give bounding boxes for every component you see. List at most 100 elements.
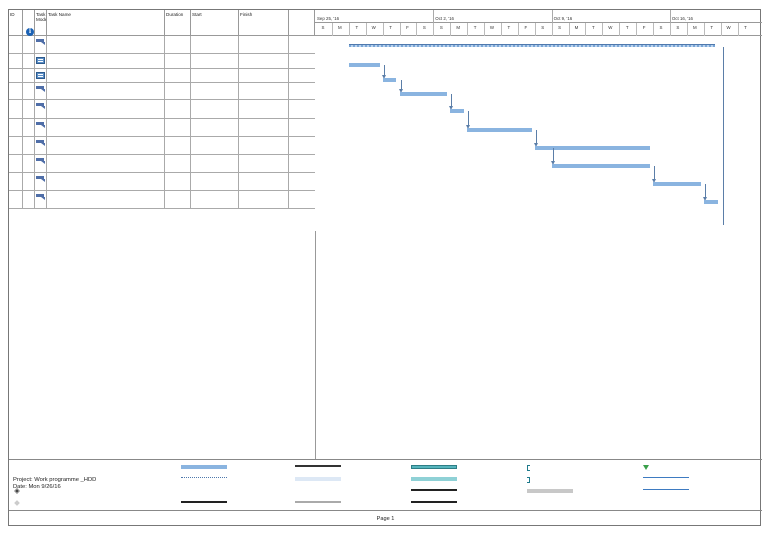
task-start[interactable] bbox=[191, 83, 239, 100]
column-header-finish[interactable]: Finish bbox=[239, 10, 289, 36]
task-duration[interactable] bbox=[165, 119, 191, 137]
task-duration[interactable] bbox=[165, 155, 191, 173]
day-divider bbox=[433, 23, 435, 36]
task-mode-cell[interactable] bbox=[35, 83, 47, 100]
task-duration[interactable] bbox=[165, 173, 191, 191]
day-divider bbox=[619, 23, 621, 36]
task-name[interactable] bbox=[47, 100, 165, 119]
task-finish[interactable] bbox=[239, 119, 289, 137]
task-id[interactable] bbox=[9, 119, 23, 137]
task-duration[interactable] bbox=[165, 100, 191, 119]
task-mode-cell[interactable] bbox=[35, 137, 47, 155]
task-name[interactable] bbox=[47, 36, 165, 54]
timescale-day-label: S bbox=[541, 25, 545, 30]
task-duration[interactable] bbox=[165, 69, 191, 83]
task-id[interactable] bbox=[9, 36, 23, 54]
task-duration[interactable] bbox=[165, 83, 191, 100]
task-duration[interactable] bbox=[165, 54, 191, 69]
summary-connector bbox=[722, 47, 724, 225]
task-bar[interactable] bbox=[399, 92, 448, 96]
task-mode-cell[interactable] bbox=[35, 54, 47, 69]
task-bar[interactable] bbox=[450, 109, 465, 113]
dependency-link bbox=[383, 65, 385, 76]
timescale-day-label: S bbox=[439, 25, 443, 30]
task-start[interactable] bbox=[191, 54, 239, 69]
task-start[interactable] bbox=[191, 119, 239, 137]
task-finish[interactable] bbox=[239, 54, 289, 69]
task-finish[interactable] bbox=[239, 100, 289, 119]
task-finish[interactable] bbox=[239, 69, 289, 83]
task-name[interactable] bbox=[47, 69, 165, 83]
task-id[interactable] bbox=[9, 100, 23, 119]
legend: Project: Work programme _HDD Date: Mon 9… bbox=[9, 459, 762, 511]
task-finish[interactable] bbox=[239, 191, 289, 209]
task-name[interactable] bbox=[47, 54, 165, 69]
task-mode-cell[interactable] bbox=[35, 191, 47, 209]
task-id[interactable] bbox=[9, 191, 23, 209]
task-name[interactable] bbox=[47, 119, 165, 137]
task-name[interactable] bbox=[47, 83, 165, 100]
task-bar[interactable] bbox=[703, 200, 718, 204]
task-bar[interactable] bbox=[467, 128, 532, 132]
task-id[interactable] bbox=[9, 54, 23, 69]
column-header-task-name[interactable]: Task Name bbox=[47, 10, 165, 36]
task-id[interactable] bbox=[9, 83, 23, 100]
task-finish[interactable] bbox=[239, 137, 289, 155]
task-info-cell bbox=[23, 36, 35, 54]
task-duration[interactable] bbox=[165, 191, 191, 209]
task-bar[interactable] bbox=[653, 182, 701, 186]
timescale-week-label: Oct 16, '16 bbox=[671, 16, 693, 21]
task-info-cell bbox=[23, 191, 35, 209]
mode-icon-bar bbox=[36, 140, 44, 143]
task-start[interactable] bbox=[191, 155, 239, 173]
task-finish[interactable] bbox=[239, 155, 289, 173]
task-name[interactable] bbox=[47, 155, 165, 173]
task-name[interactable] bbox=[47, 191, 165, 209]
task-duration[interactable] bbox=[165, 36, 191, 54]
column-header-task-mode[interactable]: Task Mode bbox=[35, 10, 47, 36]
timescale-day-label: S bbox=[321, 25, 325, 30]
task-start[interactable] bbox=[191, 36, 239, 54]
task-bar[interactable] bbox=[348, 63, 380, 67]
task-mode-cell[interactable] bbox=[35, 69, 47, 83]
day-divider bbox=[568, 23, 570, 36]
mode-icon-tail bbox=[41, 125, 45, 128]
task-start[interactable] bbox=[191, 191, 239, 209]
task-bar[interactable] bbox=[382, 78, 397, 82]
task-info-cell bbox=[23, 173, 35, 191]
task-id[interactable] bbox=[9, 137, 23, 155]
task-mode-cell[interactable] bbox=[35, 36, 47, 54]
task-bar[interactable] bbox=[534, 146, 650, 150]
timescale-day-label: M bbox=[338, 25, 342, 30]
task-mode-cell[interactable] bbox=[35, 173, 47, 191]
task-name[interactable] bbox=[47, 173, 165, 191]
timescale-day-label: W bbox=[371, 25, 376, 30]
day-divider bbox=[416, 23, 418, 36]
day-divider bbox=[585, 23, 587, 36]
column-header-duration[interactable]: Duration bbox=[165, 10, 191, 36]
task-id[interactable] bbox=[9, 69, 23, 83]
task-start[interactable] bbox=[191, 137, 239, 155]
task-finish[interactable] bbox=[239, 173, 289, 191]
column-header-id[interactable]: ID bbox=[9, 10, 23, 36]
task-id[interactable] bbox=[9, 173, 23, 191]
task-start[interactable] bbox=[191, 173, 239, 191]
column-header-start[interactable]: Start bbox=[191, 10, 239, 36]
task-start[interactable] bbox=[191, 69, 239, 83]
task-mode-icon bbox=[36, 140, 45, 146]
task-finish[interactable] bbox=[239, 83, 289, 100]
task-info-cell bbox=[23, 119, 35, 137]
task-duration[interactable] bbox=[165, 137, 191, 155]
mode-icon-tail bbox=[41, 42, 45, 45]
task-mode-cell[interactable] bbox=[35, 119, 47, 137]
task-spacer bbox=[289, 36, 315, 54]
task-bar[interactable] bbox=[551, 164, 650, 168]
task-mode-cell[interactable] bbox=[35, 155, 47, 173]
legend-swatch bbox=[411, 465, 457, 469]
task-id[interactable] bbox=[9, 155, 23, 173]
summary-bar[interactable] bbox=[348, 44, 715, 47]
task-name[interactable] bbox=[47, 137, 165, 155]
task-mode-cell[interactable] bbox=[35, 100, 47, 119]
task-start[interactable] bbox=[191, 100, 239, 119]
task-finish[interactable] bbox=[239, 36, 289, 54]
